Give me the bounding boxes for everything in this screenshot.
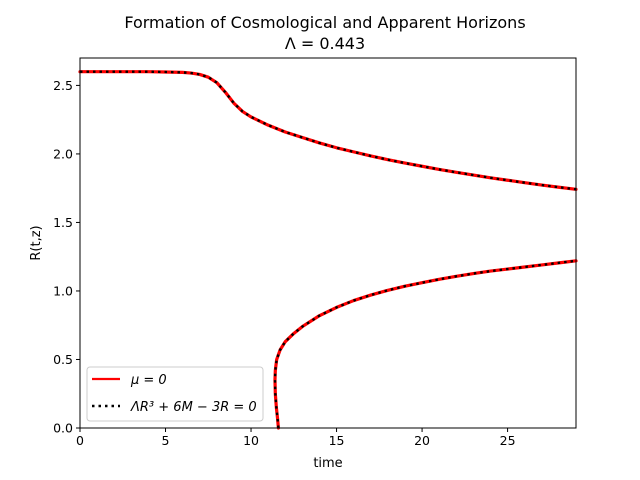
x-tick-label: 10 <box>243 433 259 448</box>
y-tick-label: 1.0 <box>53 283 73 298</box>
y-axis-label: R(t,z) <box>29 225 44 260</box>
series-horizon-equation-apparent-horizon-line <box>273 259 577 429</box>
series-horizon-equation-cosmological-horizon-line <box>80 70 577 191</box>
plot-area <box>78 57 578 430</box>
x-tick-label: 20 <box>414 433 430 448</box>
series-curves <box>78 70 578 430</box>
chart-subtitle: Λ = 0.443 <box>285 34 365 53</box>
y-tick-label: 0.0 <box>53 421 73 436</box>
x-axis-ticks: 0 5 10 15 20 25 <box>76 428 516 448</box>
y-tick-label: 0.5 <box>53 352 73 367</box>
y-tick-label: 2.0 <box>53 146 73 161</box>
x-tick-label: 15 <box>329 433 345 448</box>
legend-label-horizon-equation: ΛR³ + 6M − 3R = 0 <box>130 400 257 415</box>
y-tick-label: 1.5 <box>53 215 73 230</box>
legend-box <box>86 366 264 422</box>
legend-label-mu: μ = 0 <box>130 373 167 388</box>
legend: μ = 0 ΛR³ + 6M − 3R = 0 <box>86 366 264 422</box>
y-axis-ticks: 0.0 0.5 1.0 1.5 2.0 2.5 <box>53 78 80 436</box>
x-axis-label: time <box>313 456 342 471</box>
plot-background <box>80 58 576 428</box>
x-tick-label: 5 <box>162 433 170 448</box>
chart-title: Formation of Cosmological and Apparent H… <box>124 13 525 32</box>
x-tick-label: 0 <box>76 433 84 448</box>
plot-frame <box>79 57 577 429</box>
x-tick-label: 25 <box>500 433 516 448</box>
y-tick-label: 2.5 <box>53 78 73 93</box>
